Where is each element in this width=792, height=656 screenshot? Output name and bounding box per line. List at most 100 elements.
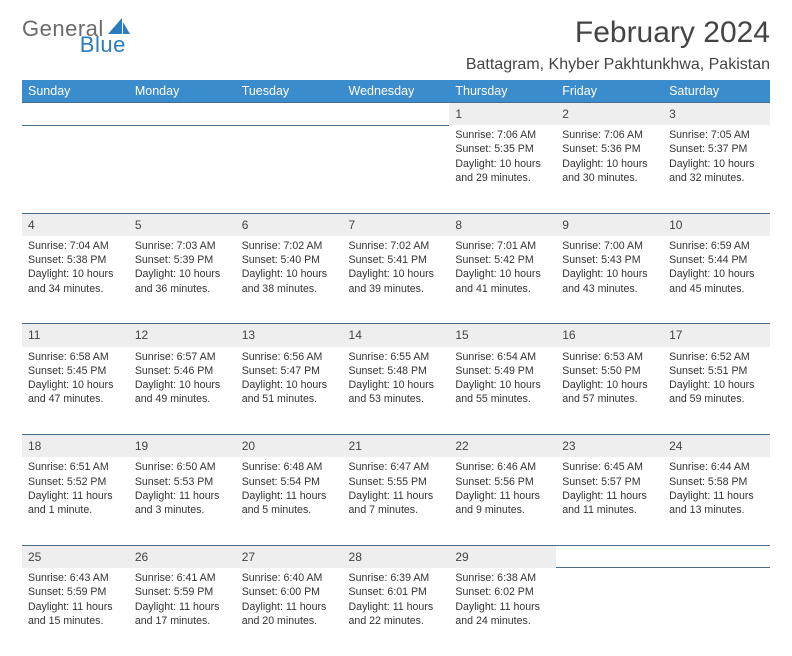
day-header: Wednesday [343,80,450,103]
day-detail: Sunrise: 7:06 AMSunset: 5:36 PMDaylight:… [556,125,663,213]
empty-cell [236,125,343,213]
month-title: February 2024 [466,16,770,50]
sunset-line: Sunset: 5:54 PM [242,475,337,489]
day-number-row: 18192021222324 [22,435,770,458]
daylight-line: Daylight: 10 hours and 49 minutes. [135,378,230,407]
sunset-line: Sunset: 5:38 PM [28,253,123,267]
day-detail: Sunrise: 6:44 AMSunset: 5:58 PMDaylight:… [663,457,770,545]
day-number: 18 [22,435,129,458]
daylight-line: Daylight: 11 hours and 22 minutes. [349,600,444,629]
day-number: 26 [129,545,236,568]
empty-cell [129,125,236,213]
sunset-line: Sunset: 5:45 PM [28,364,123,378]
day-detail: Sunrise: 6:50 AMSunset: 5:53 PMDaylight:… [129,457,236,545]
sunrise-line: Sunrise: 7:06 AM [562,128,657,142]
daylight-line: Daylight: 11 hours and 5 minutes. [242,489,337,518]
day-detail-row: Sunrise: 7:04 AMSunset: 5:38 PM Daylight:… [22,236,770,324]
sunset-line: Sunset: 5:59 PM [28,585,123,599]
daylight-line: Daylight: 11 hours and 20 minutes. [242,600,337,629]
day-detail: Sunrise: 7:06 AMSunset: 5:35 PMDaylight:… [449,125,556,213]
day-detail: Sunrise: 6:58 AMSunset: 5:45 PMDaylight:… [22,347,129,435]
sunset-line: Sunset: 5:37 PM [669,142,764,156]
daylight-line: Daylight: 11 hours and 1 minute. [28,489,123,518]
day-number: 12 [129,324,236,347]
day-number: 14 [343,324,450,347]
sunrise-line: Sunrise: 6:52 AM [669,350,764,364]
day-number: 24 [663,435,770,458]
day-detail: Sunrise: 6:45 AMSunset: 5:57 PMDaylight:… [556,457,663,545]
day-header: Monday [129,80,236,103]
day-number: 10 [663,213,770,236]
day-header-row: SundayMondayTuesdayWednesdayThursdayFrid… [22,80,770,103]
sunset-line: Sunset: 5:58 PM [669,475,764,489]
day-number: 21 [343,435,450,458]
day-detail: Sunrise: 7:00 AMSunset: 5:43 PMDaylight:… [556,236,663,324]
sunrise-line: Sunrise: 7:04 AM [28,239,123,253]
day-number: 7 [343,213,450,236]
day-detail-row: Sunrise: 6:51 AMSunset: 5:52 PMDaylight:… [22,457,770,545]
day-detail: Sunrise: 6:48 AMSunset: 5:54 PMDaylight:… [236,457,343,545]
daylight-line: Daylight: 10 hours and 32 minutes. [669,157,764,186]
daylight-line: Daylight: 10 hours and 59 minutes. [669,378,764,407]
day-detail: Sunrise: 6:56 AMSunset: 5:47 PMDaylight:… [236,347,343,435]
sunset-line: Sunset: 5:44 PM [669,253,764,267]
daylight-line: Daylight: 10 hours and 29 minutes. [455,157,550,186]
day-number: 3 [663,103,770,126]
empty-cell [22,103,129,126]
day-number: 1 [449,103,556,126]
sunrise-line: Sunrise: 6:41 AM [135,571,230,585]
day-detail: Sunrise: 7:02 AMSunset: 5:40 PMDaylight:… [236,236,343,324]
sunset-line: Sunset: 5:56 PM [455,475,550,489]
sunrise-line: Sunrise: 6:45 AM [562,460,657,474]
sunrise-line: Sunrise: 6:50 AM [135,460,230,474]
sunset-line: Sunset: 5:57 PM [562,475,657,489]
daylight-line: Daylight: 10 hours and 41 minutes. [455,267,550,296]
sunrise-line: Sunrise: 6:39 AM [349,571,444,585]
daylight-line: Daylight: 10 hours and 30 minutes. [562,157,657,186]
day-number: 25 [22,545,129,568]
sunset-line: Sunset: 5:53 PM [135,475,230,489]
empty-cell [236,103,343,126]
sunrise-line: Sunrise: 7:03 AM [135,239,230,253]
daylight-line: Daylight: 11 hours and 15 minutes. [28,600,123,629]
day-number: 16 [556,324,663,347]
day-number: 19 [129,435,236,458]
sunset-line: Sunset: 5:49 PM [455,364,550,378]
daylight-line: Daylight: 10 hours and 47 minutes. [28,378,123,407]
day-number: 8 [449,213,556,236]
daylight-line: Daylight: 10 hours and 43 minutes. [562,267,657,296]
sunrise-line: Sunrise: 6:47 AM [349,460,444,474]
day-detail: Sunrise: 7:04 AMSunset: 5:38 PMDaylight:… [22,236,129,324]
title-block: February 2024 Battagram, Khyber Pakhtunk… [466,16,770,74]
day-detail: Sunrise: 6:55 AMSunset: 5:48 PMDaylight:… [343,347,450,435]
day-detail: Sunrise: 7:03 AMSunset: 5:39 PMDaylight:… [129,236,236,324]
sunset-line: Sunset: 5:42 PM [455,253,550,267]
day-number: 6 [236,213,343,236]
sunset-line: Sunset: 5:47 PM [242,364,337,378]
empty-cell [22,125,129,213]
day-header: Saturday [663,80,770,103]
day-number: 2 [556,103,663,126]
sunrise-line: Sunrise: 6:54 AM [455,350,550,364]
daylight-line: Daylight: 11 hours and 17 minutes. [135,600,230,629]
location-subtitle: Battagram, Khyber Pakhtunkhwa, Pakistan [466,56,770,74]
calendar-table: SundayMondayTuesdayWednesdayThursdayFrid… [22,80,770,656]
day-detail: Sunrise: 6:53 AMSunset: 5:50 PMDaylight:… [556,347,663,435]
sunrise-line: Sunrise: 6:57 AM [135,350,230,364]
day-number-row: 45678910 [22,213,770,236]
sunset-line: Sunset: 5:35 PM [455,142,550,156]
sunrise-line: Sunrise: 7:06 AM [455,128,550,142]
daylight-line: Daylight: 11 hours and 9 minutes. [455,489,550,518]
day-detail: Sunrise: 6:52 AMSunset: 5:51 PMDaylight:… [663,347,770,435]
sunrise-line: Sunrise: 7:05 AM [669,128,764,142]
day-number-row: 123 [22,103,770,126]
sunset-line: Sunset: 5:51 PM [669,364,764,378]
sunset-line: Sunset: 5:50 PM [562,364,657,378]
daylight-line: Daylight: 10 hours and 57 minutes. [562,378,657,407]
daylight-line: Daylight: 11 hours and 3 minutes. [135,489,230,518]
sunset-line: Sunset: 5:39 PM [135,253,230,267]
day-number: 9 [556,213,663,236]
day-header: Tuesday [236,80,343,103]
daylight-line: Daylight: 10 hours and 45 minutes. [669,267,764,296]
day-detail-row: Sunrise: 6:58 AMSunset: 5:45 PMDaylight:… [22,347,770,435]
